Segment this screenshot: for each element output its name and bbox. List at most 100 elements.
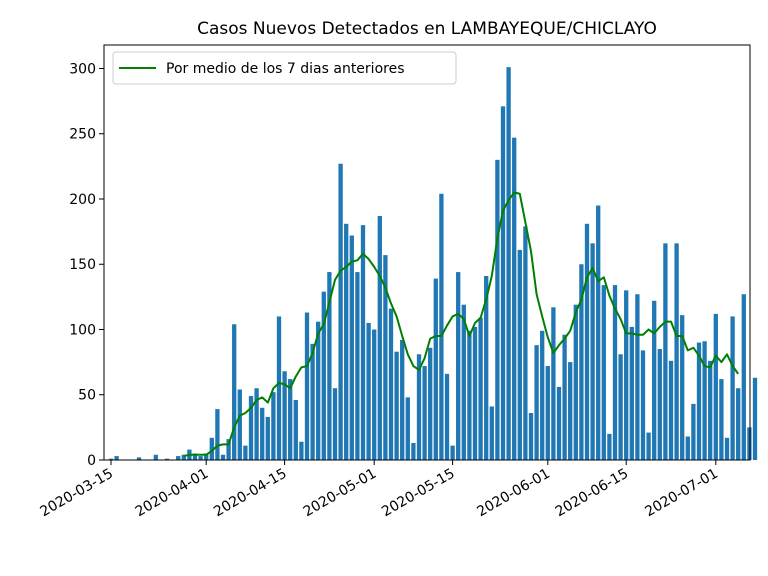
bar <box>260 407 265 460</box>
bar <box>254 388 259 460</box>
x-tick-label: 2020-04-01 <box>133 466 211 521</box>
bar <box>321 291 326 460</box>
bar <box>674 243 679 460</box>
bar <box>590 243 595 460</box>
line-series <box>183 191 740 458</box>
bar <box>355 272 360 460</box>
bar <box>377 215 382 460</box>
bar <box>612 285 618 460</box>
bar <box>635 294 640 460</box>
bar <box>439 193 444 460</box>
moving-average-line <box>183 191 740 458</box>
x-tick-label: 2020-06-15 <box>553 466 631 521</box>
bar <box>484 275 489 460</box>
bar <box>663 243 668 460</box>
bar <box>304 312 310 460</box>
bar <box>478 317 483 460</box>
bar <box>136 457 142 460</box>
bar <box>456 272 461 460</box>
bar <box>360 225 366 460</box>
bar <box>629 326 634 460</box>
bar <box>344 223 349 460</box>
bar <box>248 396 254 460</box>
bar <box>327 272 332 460</box>
bar <box>198 456 203 460</box>
bar <box>517 249 522 460</box>
bar <box>708 360 713 460</box>
bar <box>579 264 584 460</box>
legend-box <box>112 51 457 85</box>
bar <box>433 278 438 460</box>
bar <box>512 137 517 460</box>
bar <box>696 342 702 460</box>
bar <box>316 321 321 460</box>
bar <box>176 456 181 460</box>
bar <box>388 308 394 460</box>
bar <box>192 453 198 460</box>
bar <box>383 255 388 460</box>
bar <box>293 399 298 460</box>
bar <box>209 437 214 460</box>
bar <box>461 304 466 460</box>
bar <box>713 313 718 460</box>
x-tick-label: 2020-07-01 <box>642 466 720 521</box>
bar <box>680 315 685 460</box>
bar <box>624 290 629 460</box>
bar <box>472 326 478 460</box>
bar <box>411 443 416 460</box>
bar <box>747 427 752 460</box>
x-tick-label: 2020-05-15 <box>379 466 457 521</box>
bar <box>646 432 651 460</box>
bar <box>394 351 399 460</box>
bar <box>685 436 690 460</box>
bar <box>450 445 455 460</box>
y-tick-label: 250 <box>69 127 96 143</box>
bar <box>428 347 433 460</box>
bar <box>607 433 612 460</box>
y-tick-label: 0 <box>87 453 96 469</box>
y-tick-label: 200 <box>69 192 96 208</box>
bar <box>204 453 209 460</box>
bar <box>372 329 377 460</box>
bar <box>500 106 506 460</box>
bar <box>596 205 601 460</box>
bar <box>691 403 696 460</box>
bar <box>495 159 500 460</box>
bar <box>164 458 170 460</box>
y-tick-label: 300 <box>69 61 96 77</box>
bar <box>741 294 746 460</box>
bar <box>534 345 539 460</box>
bar <box>545 366 550 460</box>
bar <box>114 456 119 460</box>
bar <box>271 392 276 460</box>
bar <box>562 334 567 460</box>
bar <box>282 371 287 460</box>
bar <box>702 341 707 460</box>
bar <box>310 343 315 460</box>
bar <box>467 330 472 460</box>
bar <box>181 454 186 460</box>
bar <box>400 339 405 460</box>
bar <box>618 354 623 460</box>
bar <box>349 235 354 460</box>
bar <box>226 439 231 460</box>
bar <box>736 388 741 460</box>
bar <box>724 437 730 460</box>
bar <box>288 379 293 460</box>
bar <box>601 285 606 460</box>
bar <box>657 349 662 460</box>
bar <box>215 409 220 460</box>
y-tick-label: 50 <box>78 388 96 404</box>
y-tick-label: 100 <box>69 322 96 338</box>
bar <box>416 354 422 460</box>
bar <box>276 316 282 460</box>
bar <box>640 350 646 460</box>
bar <box>422 366 427 460</box>
bar <box>220 454 226 460</box>
bar <box>232 324 237 460</box>
bar <box>573 304 578 460</box>
bar <box>523 226 528 460</box>
bar <box>752 377 758 460</box>
bar <box>719 379 724 460</box>
bar <box>551 307 556 460</box>
